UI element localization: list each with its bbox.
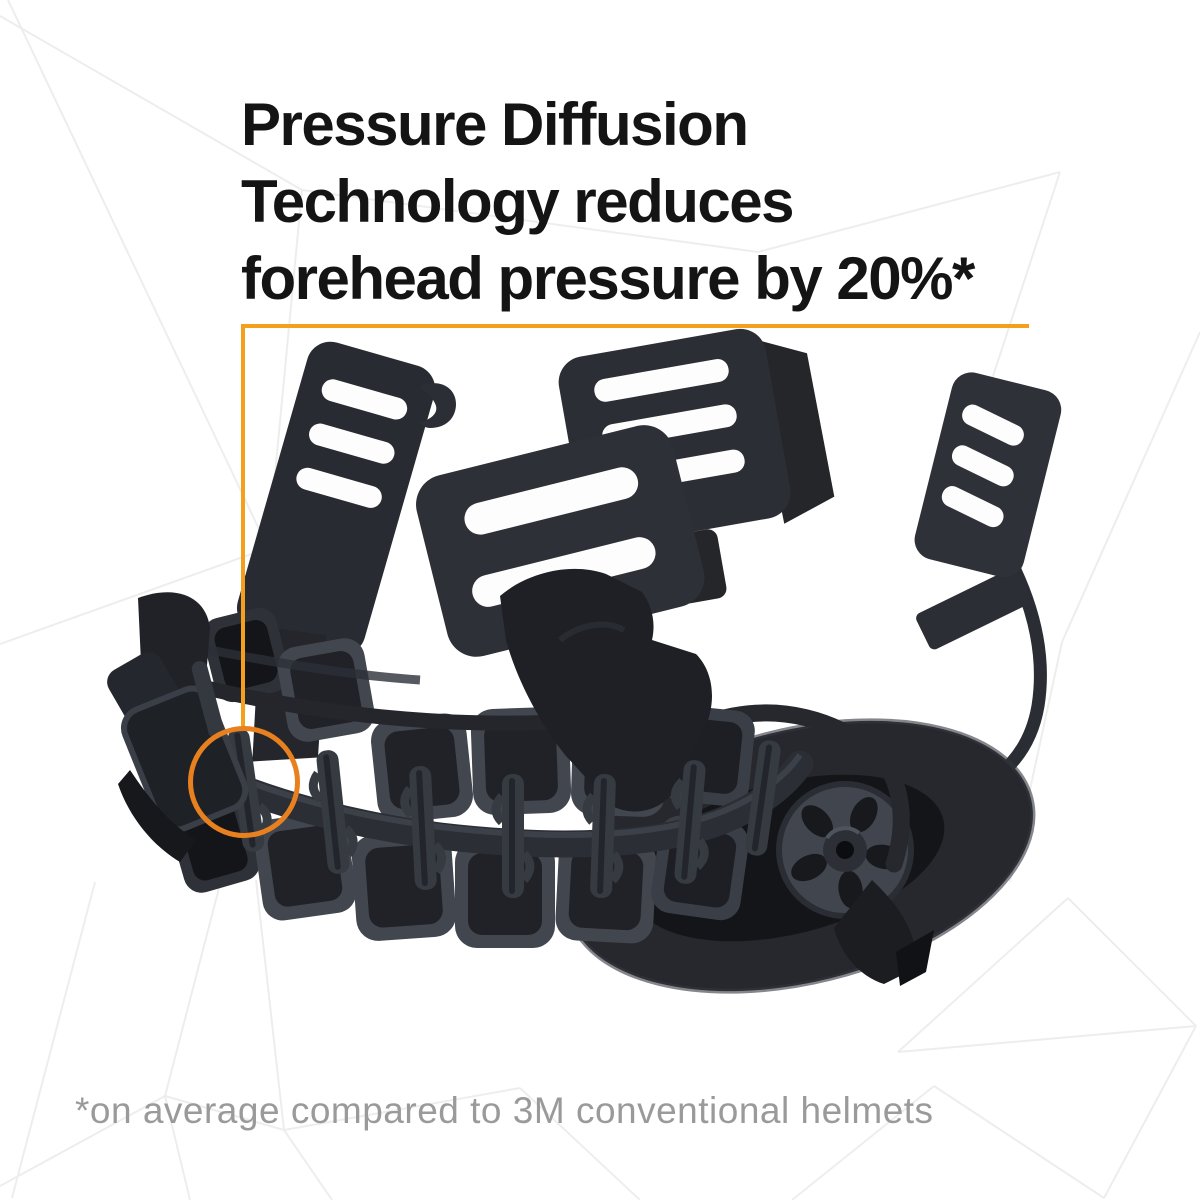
headline: Pressure Diffusion Technology reduces fo… [241, 86, 975, 317]
pad-hook [745, 740, 781, 856]
front-attachment [500, 568, 712, 812]
crown-strap-right [914, 372, 1062, 578]
pad-hook [582, 773, 624, 899]
headline-line-2: Technology reduces [241, 168, 795, 235]
headline-line-3: forehead pressure by 20%* [241, 245, 975, 312]
comfort-pad [277, 638, 375, 742]
pad-hook [670, 760, 709, 884]
pad-hook [308, 750, 358, 874]
callout-leader-line-horizontal [243, 324, 1029, 328]
callout-leader-line-vertical [241, 324, 245, 728]
strap-hook [420, 383, 456, 428]
pad-hook [400, 766, 447, 890]
pad-hook [491, 774, 535, 898]
headline-line-1: Pressure Diffusion [241, 91, 749, 158]
band-end-left [107, 592, 249, 862]
callout-highlight-circle [188, 726, 300, 838]
footnote: *on average compared to 3M conventional … [75, 1090, 934, 1131]
